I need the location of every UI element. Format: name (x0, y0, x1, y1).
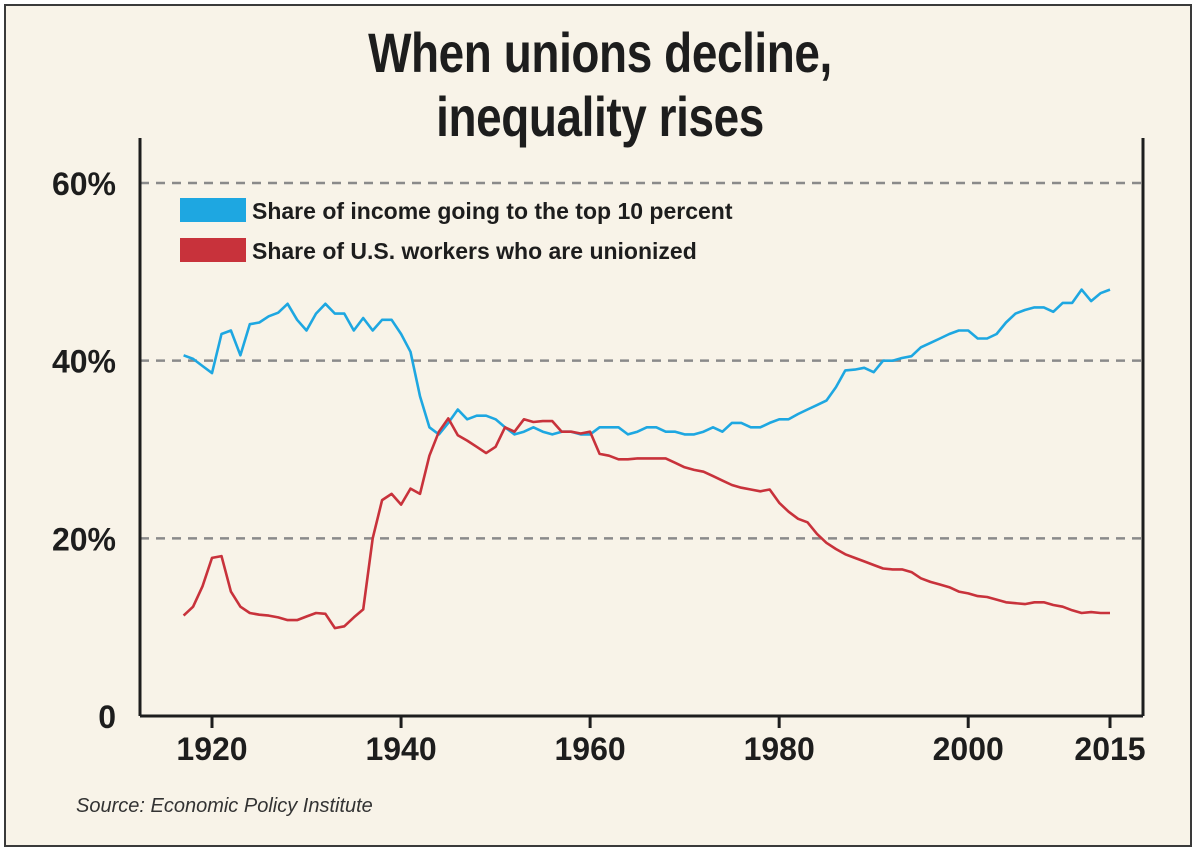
legend-swatch-unionized (180, 238, 246, 262)
legend-label-unionized: Share of U.S. workers who are unionized (252, 238, 697, 264)
source-note: Source: Economic Policy Institute (76, 795, 373, 817)
y-tick-label: 20% (52, 521, 116, 557)
axes (138, 138, 1145, 718)
series-line-top-10-income (183, 288, 1111, 436)
chart-title-line-2: inequality rises (436, 85, 764, 148)
x-tick-label: 1980 (744, 731, 815, 767)
x-tick-label: 1940 (365, 731, 436, 767)
y-tick-label: 0 (98, 699, 116, 735)
chart-title-line-1: When unions decline, (368, 21, 832, 84)
legend-swatch-top-10-income (180, 198, 246, 222)
x-tick-label: 1960 (555, 731, 626, 767)
tick-labels: 0 20% 40% 60% 1920 1940 1960 1980 2000 2015 (52, 166, 1146, 767)
x-tick-label: 2000 (933, 731, 1004, 767)
x-tick-label: 2015 (1074, 731, 1145, 767)
series-lines (182, 288, 1111, 630)
legend-label-top-10-income: Share of income going to the top 10 perc… (252, 198, 733, 224)
legend: Share of income going to the top 10 perc… (180, 198, 733, 264)
chart-frame (4, 4, 1192, 847)
y-tick-label: 40% (52, 344, 116, 380)
series-line-unionized (182, 417, 1110, 630)
y-tick-label: 60% (52, 166, 116, 202)
x-tick-label: 1920 (176, 731, 247, 767)
gridlines (140, 181, 1143, 540)
